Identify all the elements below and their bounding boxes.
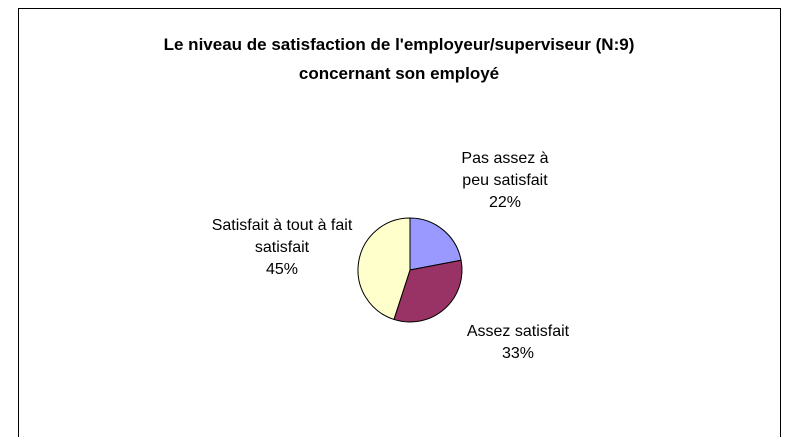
slice-value: 33% [501, 345, 535, 362]
slice-name: Pas assez à peu satisfait [461, 150, 549, 189]
slice-value: 45% [265, 261, 299, 278]
chart-title: Le niveau de satisfaction de l'employeur… [163, 35, 635, 83]
slice-label: Assez satisfait 33% [443, 321, 593, 365]
slice-name: Assez satisfait [466, 323, 570, 340]
pie-slice [409, 217, 462, 271]
slice-label: Pas assez à peu satisfait 22% [430, 148, 580, 214]
pie [357, 217, 463, 323]
pie-slice [357, 217, 411, 321]
slice-name: Satisfait à tout à fait satisfait [211, 217, 353, 256]
pie-slice [393, 259, 463, 323]
slice-label: Satisfait à tout à fait satisfait 45% [197, 215, 367, 281]
slice-value: 22% [488, 194, 522, 211]
